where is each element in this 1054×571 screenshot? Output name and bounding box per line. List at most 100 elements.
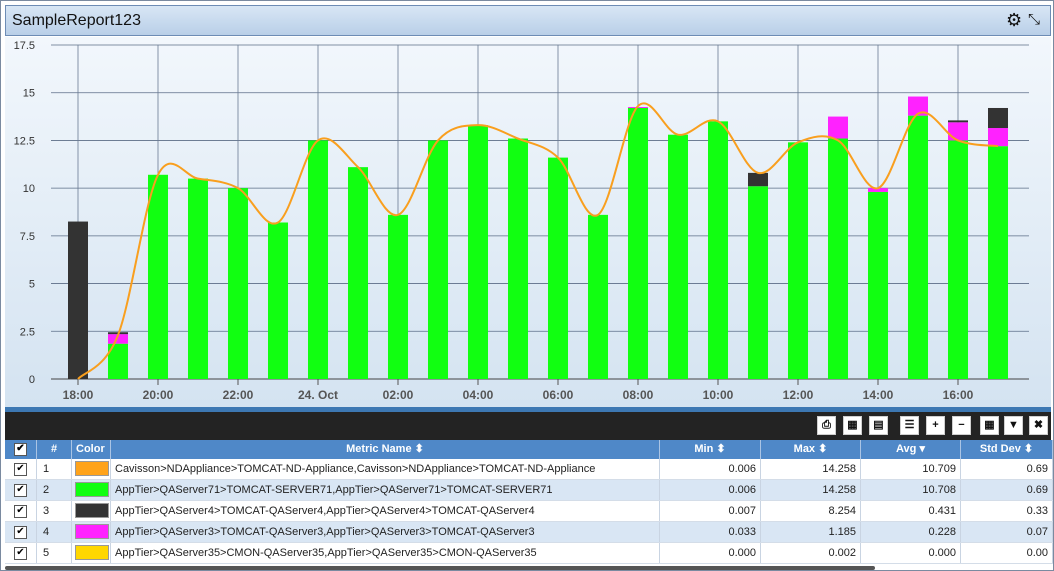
bar-segment[interactable] [748,172,768,187]
bar-segment[interactable] [908,115,928,380]
table-row[interactable]: ✔ 1 Cavisson>NDAppliance>TOMCAT-ND-Applian… [5,459,1053,480]
avg-value: 10.709 [861,459,961,479]
avg-value: 10.708 [861,480,961,500]
header-color[interactable]: Color [72,440,111,459]
color-swatch[interactable] [75,524,109,539]
color-swatch[interactable] [75,482,109,497]
export-excel-button[interactable]: ▦ [843,416,862,435]
bar-segment[interactable] [548,157,568,379]
bar-segment[interactable] [468,125,488,379]
color-swatch-cell[interactable] [72,459,111,479]
color-swatch[interactable] [75,461,109,476]
bar-segment[interactable] [948,140,968,379]
table-row[interactable]: ✔ 3 AppTier>QAServer4>TOMCAT-QAServer4,App… [5,501,1053,522]
row-checkbox[interactable]: ✔ [5,459,37,479]
bar-segment[interactable] [428,140,448,379]
std-dev-value: 0.69 [961,480,1053,500]
bar-segment[interactable] [828,138,848,379]
x-tick-label: 12:00 [783,388,814,402]
add-button[interactable]: + [926,416,945,435]
metric-name: Cavisson>NDAppliance>TOMCAT-ND-Appliance… [111,459,660,479]
min-value: 0.006 [660,459,761,479]
remove-button[interactable]: − [952,416,971,435]
bar-segment[interactable] [588,214,608,379]
min-value: 0.033 [660,522,761,542]
row-checkbox[interactable]: ✔ [5,501,37,521]
color-swatch-cell[interactable] [72,522,111,542]
y-tick-label: 7.5 [20,231,35,243]
bar-segment[interactable] [708,121,728,379]
color-swatch-cell[interactable] [72,543,111,563]
sort-desc-icon[interactable]: ▾ [919,443,925,455]
header-min[interactable]: Min ⬍ [660,440,761,459]
trend-line[interactable] [77,102,999,380]
max-value: 14.258 [761,480,861,500]
bar-segment[interactable] [308,140,328,379]
bar-segment[interactable] [828,116,848,139]
header-num[interactable]: # [37,440,72,459]
row-checkbox[interactable]: ✔ [5,522,37,542]
pdf-icon: ⎙ [822,419,831,431]
header-select-all[interactable]: ✔ [5,440,37,459]
x-tick-label: 02:00 [383,388,414,402]
bar-segment[interactable] [788,142,808,379]
y-tick-label: 2.5 [20,326,35,338]
color-swatch-cell[interactable] [72,480,111,500]
color-swatch[interactable] [75,503,109,518]
bar-segment[interactable] [148,174,168,379]
header-std-dev[interactable]: Std Dev ⬍ [961,440,1053,459]
row-checkbox[interactable]: ✔ [5,543,37,563]
bar-segment[interactable] [908,96,928,116]
bar-segment[interactable] [948,120,968,123]
table-row[interactable]: ✔ 5 AppTier>QAServer35>CMON-QAServer35,App… [5,543,1053,564]
minus-icon: − [958,419,965,431]
table-row[interactable]: ✔ 2 AppTier>QAServer71>TOMCAT-SERVER71,App… [5,480,1053,501]
close-button[interactable]: ✖ [1029,416,1048,435]
grid-toolbar: ⎙ ▦ ▤ ☰ + − ▦ ▼ ✖ [5,412,1051,440]
bar-segment[interactable] [108,343,128,379]
sort-icon[interactable]: ⬍ [414,443,424,455]
table-view-button[interactable]: ▦ [980,416,999,435]
bar-segment[interactable] [268,222,288,379]
sort-icon[interactable]: ⬍ [716,443,726,455]
export-pdf-button[interactable]: ⎙ [817,416,836,435]
max-value: 8.254 [761,501,861,521]
header-metric-name[interactable]: Metric Name ⬍ [111,440,660,459]
bar-segment[interactable] [348,167,368,379]
std-dev-value: 0.33 [961,501,1053,521]
bar-segment[interactable] [668,134,688,379]
menu-button[interactable]: ☰ [900,416,919,435]
y-tick-label: 10 [23,183,35,195]
bar-segment[interactable] [188,178,208,379]
collapse-arrows-icon[interactable]: ⤡ [1028,11,1041,28]
export-word-button[interactable]: ▤ [869,416,888,435]
bar-segment[interactable] [988,128,1008,147]
bar-segment[interactable] [988,107,1008,129]
sort-icon[interactable]: ⬍ [818,443,828,455]
bar-segment[interactable] [628,107,648,380]
bar-segment[interactable] [948,122,968,141]
bar-segment[interactable] [228,188,248,379]
bar-segment[interactable] [868,188,888,192]
color-swatch[interactable] [75,545,109,560]
horizontal-scrollbar[interactable] [5,566,875,570]
sort-icon[interactable]: ⬍ [1023,443,1034,455]
bar-segment[interactable] [508,138,528,379]
row-number: 2 [37,480,72,500]
row-number: 3 [37,501,72,521]
header-max[interactable]: Max ⬍ [761,440,861,459]
header-avg[interactable]: Avg ▾ [861,440,961,459]
table-row[interactable]: ✔ 4 AppTier>QAServer3>TOMCAT-QAServer3,App… [5,522,1053,543]
bar-segment[interactable] [108,334,128,344]
panel-divider[interactable] [5,407,1051,412]
color-swatch-cell[interactable] [72,501,111,521]
bar-segment[interactable] [388,214,408,379]
bar-segment[interactable] [868,191,888,379]
filter-button[interactable]: ▼ [1004,416,1023,435]
bar-segment[interactable] [68,221,88,379]
metric-name: AppTier>QAServer3>TOMCAT-QAServer3,AppTi… [111,522,660,542]
bar-segment[interactable] [748,186,768,379]
row-checkbox[interactable]: ✔ [5,480,37,500]
gear-icon[interactable]: ⚙ [1006,10,1023,30]
bar-segment[interactable] [988,146,1008,379]
